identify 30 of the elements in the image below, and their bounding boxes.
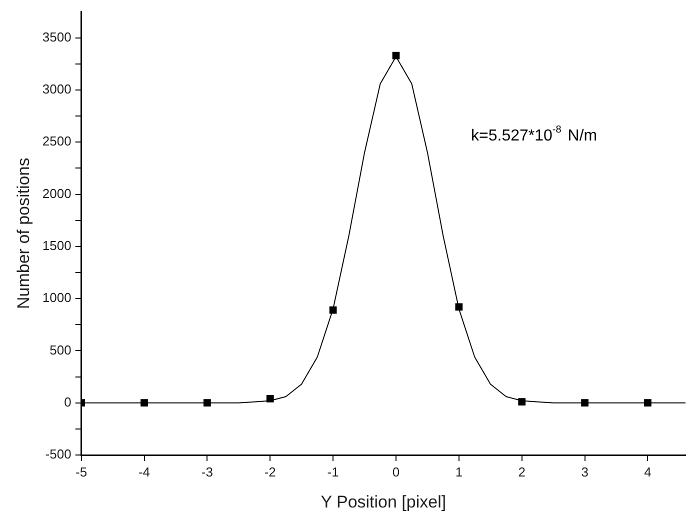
point [140, 399, 148, 407]
x-tick-label: 1 [455, 464, 463, 480]
x-tick-label: 4 [644, 464, 652, 480]
y-axis-title: Number of positions [14, 158, 33, 309]
point [581, 399, 588, 407]
point [518, 398, 526, 406]
x-tick-label: -3 [201, 464, 213, 480]
y-tick-label: 2500 [42, 134, 72, 149]
point [204, 399, 211, 407]
x-tick-label: -2 [264, 464, 276, 480]
y-tick-label: 3000 [42, 82, 72, 97]
y-tick-label: -500 [45, 446, 72, 462]
x-tick-label: 0 [392, 464, 400, 480]
point [266, 395, 274, 402]
y-tick-label: 2000 [42, 186, 72, 201]
x-tick-label: -4 [138, 464, 150, 480]
x-tick-label: 2 [518, 464, 526, 480]
x-tick-label: -5 [76, 464, 88, 480]
y-tick-label: 500 [50, 342, 72, 358]
point [392, 52, 400, 60]
y-tick-label: 1500 [42, 238, 72, 254]
y-tick-label: 3500 [42, 29, 72, 44]
y-tick-label: 1000 [42, 290, 72, 306]
point [644, 399, 652, 407]
point [329, 306, 337, 314]
y-tick-label: 0 [64, 394, 72, 410]
x-axis-title: Y Position [pixel] [320, 492, 446, 512]
x-tick-label: -1 [327, 464, 339, 480]
x-tick-label: 3 [581, 464, 588, 480]
point [455, 303, 463, 311]
